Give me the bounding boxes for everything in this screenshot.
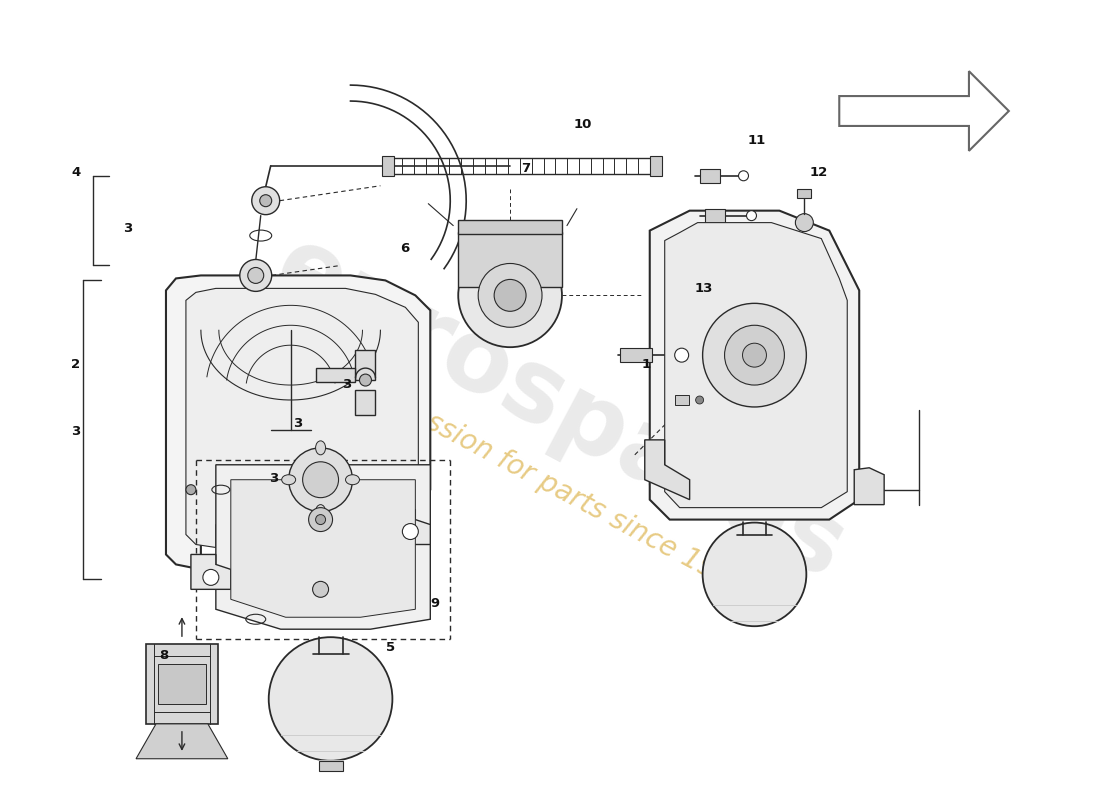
Polygon shape (390, 510, 430, 545)
Bar (705, 209, 725, 222)
Text: 3: 3 (342, 378, 352, 390)
Polygon shape (664, 222, 847, 508)
Text: 12: 12 (810, 166, 828, 179)
Bar (459, 220, 562, 234)
Circle shape (725, 326, 784, 385)
Text: 3: 3 (268, 472, 278, 485)
Bar (158, 664, 206, 704)
Text: 13: 13 (694, 282, 713, 295)
Polygon shape (216, 465, 430, 630)
Circle shape (240, 259, 272, 291)
Circle shape (312, 582, 329, 598)
Circle shape (316, 514, 326, 525)
Bar (383, 156, 395, 176)
Circle shape (459, 243, 562, 347)
Circle shape (186, 485, 196, 494)
Text: 9: 9 (430, 597, 439, 610)
Polygon shape (855, 468, 884, 505)
Bar (619, 348, 651, 362)
Text: 1: 1 (642, 358, 651, 370)
Circle shape (309, 508, 332, 531)
Bar (355, 350, 375, 380)
Circle shape (703, 522, 806, 626)
Circle shape (288, 448, 352, 512)
Ellipse shape (282, 474, 296, 485)
Text: 8: 8 (160, 649, 168, 662)
Text: a passion for parts since 1985: a passion for parts since 1985 (368, 379, 751, 601)
Bar (355, 390, 375, 415)
Circle shape (747, 210, 757, 221)
Text: 11: 11 (747, 134, 766, 147)
Text: 2: 2 (72, 358, 80, 370)
Bar (316, 368, 355, 382)
Text: 10: 10 (574, 118, 592, 131)
Circle shape (738, 170, 748, 181)
Circle shape (403, 523, 418, 539)
Polygon shape (645, 440, 690, 500)
Circle shape (695, 396, 704, 404)
Polygon shape (136, 724, 228, 758)
Polygon shape (839, 71, 1009, 151)
Text: 4: 4 (72, 166, 80, 179)
Circle shape (252, 186, 279, 214)
Circle shape (260, 194, 272, 206)
Polygon shape (186, 288, 418, 547)
Bar (319, 761, 342, 770)
Polygon shape (231, 480, 416, 618)
Text: 3: 3 (72, 426, 80, 438)
Circle shape (302, 462, 339, 498)
Bar (798, 189, 812, 198)
Ellipse shape (316, 441, 326, 455)
Circle shape (248, 267, 264, 283)
Bar (146, 644, 218, 724)
Polygon shape (650, 210, 859, 519)
Text: 6: 6 (400, 242, 410, 255)
Text: 3: 3 (293, 418, 303, 430)
Text: 5: 5 (386, 641, 396, 654)
Bar (674, 395, 689, 405)
Circle shape (674, 348, 689, 362)
Polygon shape (191, 554, 231, 590)
Circle shape (742, 343, 767, 367)
Polygon shape (459, 231, 562, 287)
Ellipse shape (345, 474, 360, 485)
Circle shape (795, 214, 813, 231)
Circle shape (268, 637, 393, 761)
Circle shape (478, 263, 542, 327)
Text: 7: 7 (521, 162, 530, 175)
Circle shape (703, 303, 806, 407)
Bar (700, 169, 719, 182)
Bar (650, 156, 662, 176)
Circle shape (360, 374, 372, 386)
Circle shape (494, 279, 526, 311)
Ellipse shape (316, 505, 326, 518)
Text: eurospares: eurospares (258, 218, 861, 601)
Polygon shape (166, 275, 430, 570)
Text: 3: 3 (123, 222, 132, 235)
Circle shape (202, 570, 219, 586)
